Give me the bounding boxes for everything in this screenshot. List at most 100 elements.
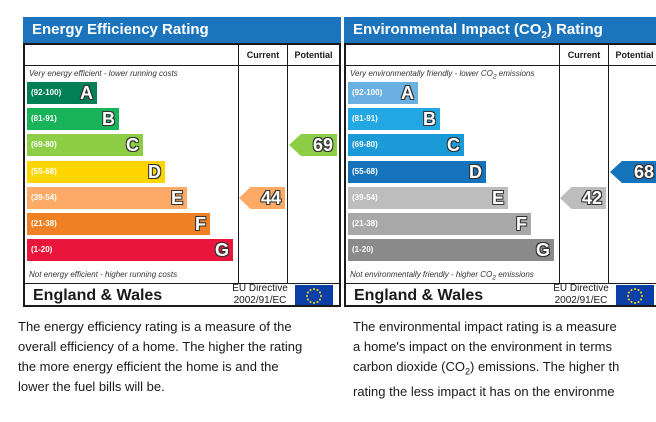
env-current-header: Current (559, 45, 608, 66)
energy-band-e-range: (39-54) (31, 192, 57, 202)
env-potential-divider (608, 66, 609, 283)
energy-efficiency-chart: Energy Efficiency Rating Current Potenti… (23, 17, 341, 307)
energy-current-divider (238, 66, 239, 283)
energy-band-e: (39-54) E (27, 186, 187, 209)
env-title-post: ) Rating (546, 21, 603, 38)
energy-band-b: (81-91) B (27, 108, 119, 131)
env-band-b: (81-91) B (348, 108, 440, 131)
env-title-pre: Environmental Impact (CO (353, 21, 542, 38)
env-band-e-range: (39-54) (352, 192, 378, 202)
env-desc-line-1: The environmental impact rating is a mea… (353, 319, 617, 334)
energy-current-rating-arrow: 44 (239, 186, 285, 209)
energy-potential-divider (287, 66, 288, 283)
env-band-b-letter: B (423, 109, 436, 130)
env-band-g-letter: G (535, 240, 550, 261)
energy-header-blank (25, 45, 238, 66)
env-band-c-letter: C (447, 135, 460, 156)
energy-band-f: (21-38) F (27, 213, 210, 235)
env-desc-line-3: carbon dioxide (CO2) emissions. The high… (353, 357, 656, 382)
energy-band-b-letter: B (102, 109, 115, 130)
env-band-a: (92-100) A (348, 82, 418, 104)
env-title-sub: 2 (541, 30, 547, 41)
env-country: England & Wales (354, 287, 484, 304)
energy-desc-line-3: the more energy efficient the home is an… (18, 359, 279, 374)
env-description: The environmental impact rating is a mea… (353, 317, 656, 402)
env-bottom-note: Not environmentally friendly - higher CO… (350, 270, 534, 282)
energy-band-f-range: (21-38) (31, 219, 57, 228)
energy-chart-frame: Current Potential Very energy efficient … (23, 43, 341, 307)
env-bottom-note-pre: Not environmentally friendly - higher CO (350, 270, 493, 279)
energy-footer-rule (25, 283, 339, 284)
energy-country: England & Wales (33, 287, 163, 304)
env-band-b-range: (81-91) (352, 114, 378, 124)
env-band-c-range: (69-80) (352, 140, 378, 150)
energy-band-g-range: (1-20) (31, 245, 53, 255)
env-top-note: Very environmentally friendly - lower CO… (350, 69, 534, 81)
energy-band-d-letter: D (148, 161, 161, 182)
env-current-rating-value: 42 (581, 187, 602, 208)
env-band-g-range: (1-20) (352, 245, 374, 255)
env-top-note-post: emissions (496, 69, 535, 78)
energy-directive: EU Directive 2002/91/EC (227, 283, 293, 306)
env-band-d-range: (55-68) (352, 166, 378, 176)
env-band-d: (55-68) D (348, 160, 486, 183)
eu-flag-icon (616, 285, 654, 305)
energy-desc-line-1: The energy efficiency rating is a measur… (18, 319, 292, 334)
env-top-note-sub: 2 (492, 73, 497, 81)
environmental-impact-chart: Environmental Impact (CO2) Rating Curren… (344, 17, 656, 307)
energy-band-a-letter: A (80, 83, 93, 103)
env-desc-line-4: rating the less impact it has on the env… (353, 383, 615, 399)
env-desc-line-2: a home's impact on the environment in te… (353, 339, 612, 354)
energy-band-g: (1-20) G (27, 239, 233, 262)
env-potential-arrow-shape (610, 160, 656, 183)
energy-band-c-letter: C (126, 135, 139, 156)
env-header-blank (346, 45, 559, 66)
eu-flag-icon (295, 285, 333, 305)
env-potential-rating-arrow: 68 (610, 160, 656, 183)
env-band-c: (69-80) C (348, 134, 464, 157)
energy-current-rating-value: 44 (260, 187, 281, 208)
env-directive-line2: 2002/91/EC (554, 295, 608, 306)
env-bottom-note-post: emissions (495, 270, 534, 279)
energy-band-d-range: (55-68) (31, 166, 57, 176)
env-band-f-letter: F (516, 214, 527, 234)
energy-potential-rating-arrow: 69 (289, 134, 337, 157)
energy-directive-line2: 2002/91/EC (233, 295, 287, 306)
energy-band-c-range: (69-80) (31, 140, 57, 150)
env-potential-rating-value: 68 (633, 161, 654, 182)
energy-desc-line-2: overall efficiency of a home. The higher… (18, 339, 303, 354)
energy-band-g-letter: G (214, 240, 229, 261)
env-desc-line-3-pre: carbon dioxide (CO (353, 359, 465, 374)
env-band-f: (21-38) F (348, 213, 531, 235)
env-desc-line-3-sub: 2 (465, 366, 471, 377)
env-band-f-range: (21-38) (352, 219, 378, 228)
env-bottom-note-sub: 2 (492, 274, 496, 282)
energy-description: The energy efficiency rating is a measur… (18, 317, 344, 397)
env-footer-rule (346, 283, 656, 284)
env-desc-line-3-post: ) emissions. The higher th (470, 359, 620, 374)
env-band-d-letter: D (469, 161, 482, 182)
energy-chart-title: Energy Efficiency Rating (23, 17, 341, 43)
env-band-g: (1-20) G (348, 239, 554, 262)
energy-current-arrow-shape (239, 186, 285, 209)
energy-band-e-letter: E (170, 187, 183, 208)
energy-band-a: (92-100) A (27, 82, 97, 104)
energy-potential-header: Potential (287, 45, 339, 66)
env-current-arrow-shape (560, 186, 606, 209)
energy-desc-line-4: lower the fuel bills will be. (18, 379, 165, 394)
env-band-a-letter: A (401, 83, 414, 103)
energy-directive-line1: EU Directive (232, 283, 288, 294)
energy-band-c: (69-80) C (27, 134, 143, 157)
env-chart-title: Environmental Impact (CO2) Rating (344, 17, 656, 43)
energy-bottom-note: Not energy efficient - higher running co… (29, 270, 178, 279)
energy-potential-rating-value: 69 (312, 135, 333, 156)
energy-potential-arrow-shape (289, 134, 337, 157)
energy-band-d: (55-68) D (27, 160, 165, 183)
env-directive: EU Directive 2002/91/EC (548, 283, 614, 306)
energy-band-b-range: (81-91) (31, 114, 57, 124)
env-top-note-pre: Very environmentally friendly - lower CO (350, 69, 493, 78)
energy-band-f-letter: F (195, 214, 206, 234)
env-band-e-letter: E (491, 187, 504, 208)
env-band-a-range: (92-100) (352, 88, 383, 97)
energy-band-a-range: (92-100) (31, 88, 62, 97)
